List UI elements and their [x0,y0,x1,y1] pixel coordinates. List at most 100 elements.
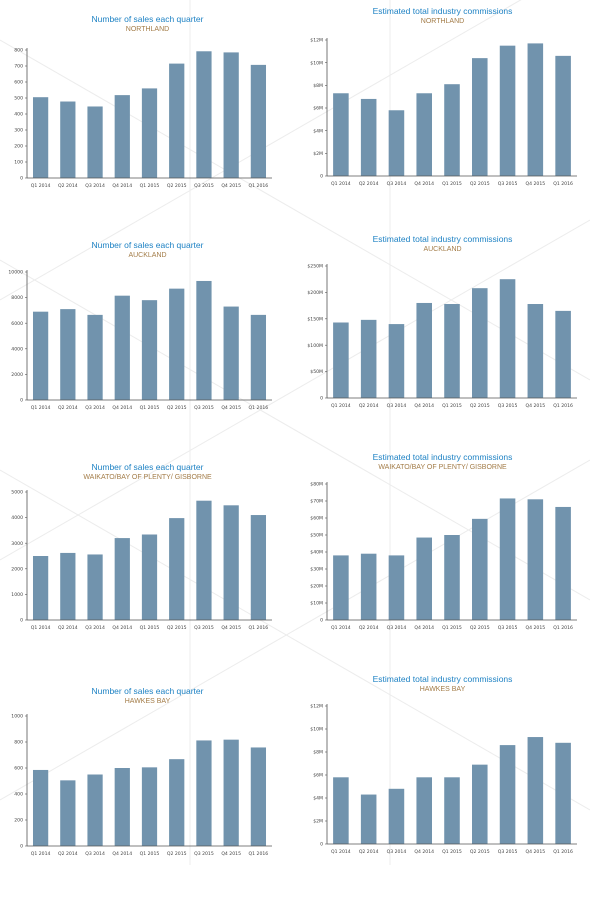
x-tick-label: Q1 2016 [249,625,269,631]
x-tick-label: Q1 2014 [31,183,51,189]
y-tick-label: 0 [320,618,323,624]
bar [223,739,239,846]
chart-title: Estimated total industry commissions [372,674,513,684]
y-tick-label: 0 [320,174,323,180]
x-tick-label: Q1 2016 [553,849,573,855]
x-tick-label: Q1 2015 [140,851,160,857]
x-tick-label: Q2 2014 [359,625,379,631]
y-tick-label: $8M [313,83,323,89]
bar [141,88,158,178]
y-tick-label: 5000 [11,490,23,496]
chart-plot: 0 $2M $4M $6M $8M $10M $12M Q1 2014 Q2 2014 Q3 20… [310,704,577,855]
bar [60,309,76,400]
bar [32,97,49,178]
y-tick-label: $50M [310,533,323,539]
bar [114,538,130,620]
y-tick-label: 6000 [11,321,23,327]
x-tick-label: Q3 2014 [85,183,105,189]
x-tick-label: Q3 2014 [387,625,407,631]
x-tick-label: Q3 2014 [85,625,105,631]
y-tick-label: $60M [310,516,323,522]
bar [472,518,488,620]
bar [472,764,488,844]
chart-subtitle: NORTHLAND [125,26,170,33]
x-tick-label: Q4 2015 [525,181,545,187]
bar [499,498,516,620]
x-tick-label: Q2 2014 [58,183,78,189]
y-tick-label: $12M [310,38,323,44]
bar [388,555,405,620]
bar [60,101,76,178]
bar [333,93,349,176]
chart-subtitle: NORTHLAND [420,18,465,25]
bar [196,51,212,178]
bar [555,506,571,620]
y-tick-label: $200M [307,290,323,296]
bar [114,295,130,400]
bar [360,98,377,176]
x-tick-label: Q4 2014 [112,183,132,189]
bar [141,767,158,846]
bar [196,740,212,846]
chart-waikato-sales: Number of sales each quarter WAIKATO/BAY… [0,462,295,678]
y-tick-label: $4M [313,796,323,802]
x-tick-label: Q4 2015 [525,849,545,855]
bar [388,110,405,176]
y-tick-label: 800 [14,740,23,746]
chart-title: Number of sales each quarter [91,686,204,696]
chart-subtitle: HAWKES BAY [124,698,171,705]
x-tick-label: Q2 2014 [58,625,78,631]
x-tick-label: Q1 2015 [442,403,462,409]
x-tick-label: Q1 2014 [31,405,51,411]
x-tick-label: Q2 2015 [470,625,490,631]
y-tick-label: $150M [307,316,323,322]
bar [444,535,460,620]
y-tick-label: 10000 [8,270,23,276]
y-tick-label: 4000 [11,346,23,352]
x-tick-label: Q3 2014 [387,849,407,855]
bar [444,84,460,176]
bar [87,554,103,620]
y-tick-label: 600 [14,80,23,86]
x-tick-label: Q4 2015 [525,403,545,409]
x-tick-label: Q3 2015 [498,625,518,631]
y-tick-label: 8000 [11,295,23,301]
chart-subtitle: WAIKATO/BAY OF PLENTY/ GISBORNE [378,464,507,471]
chart-plot: 0 $10M $20M $30M $40M $50M $60M $70M $80M Q1 2014… [310,482,577,631]
bar [114,768,130,846]
chart-northland-commissions: Estimated total industry commissions NOR… [295,6,590,222]
chart-title: Number of sales each quarter [91,14,204,24]
y-tick-label: 200 [14,144,23,150]
x-tick-label: Q2 2015 [167,405,187,411]
x-tick-label: Q3 2015 [194,625,214,631]
bar [416,302,432,398]
chart-plot: 0 $50M $100M $150M $200M $250M Q1 2014 Q2 2014 Q… [307,264,577,409]
y-tick-label: 400 [14,792,23,798]
y-tick-label: $8M [313,750,323,756]
x-tick-label: Q3 2015 [498,403,518,409]
y-tick-label: 4000 [11,515,23,521]
x-tick-label: Q1 2014 [331,625,351,631]
y-tick-label: 0 [20,618,23,624]
y-tick-label: $50M [310,369,323,375]
x-tick-label: Q1 2014 [331,849,351,855]
x-tick-label: Q2 2014 [359,181,379,187]
x-tick-label: Q4 2015 [221,625,241,631]
chart-plot: 0 2000 4000 6000 8000 10000 Q1 2014 Q2 2014 Q3 2… [8,270,272,411]
bar [555,310,571,398]
x-tick-label: Q4 2014 [112,851,132,857]
x-tick-label: Q1 2014 [31,625,51,631]
y-tick-label: $2M [313,819,323,825]
y-tick-label: $6M [313,106,323,112]
bar [141,300,158,400]
y-tick-label: $6M [313,773,323,779]
x-tick-label: Q4 2014 [414,625,434,631]
bar [360,553,377,620]
bar [223,505,239,620]
x-tick-label: Q1 2016 [553,403,573,409]
x-tick-label: Q2 2014 [359,403,379,409]
y-tick-label: 0 [320,842,323,848]
y-tick-label: 100 [14,160,23,166]
x-tick-label: Q1 2015 [140,183,160,189]
bar [169,759,185,846]
